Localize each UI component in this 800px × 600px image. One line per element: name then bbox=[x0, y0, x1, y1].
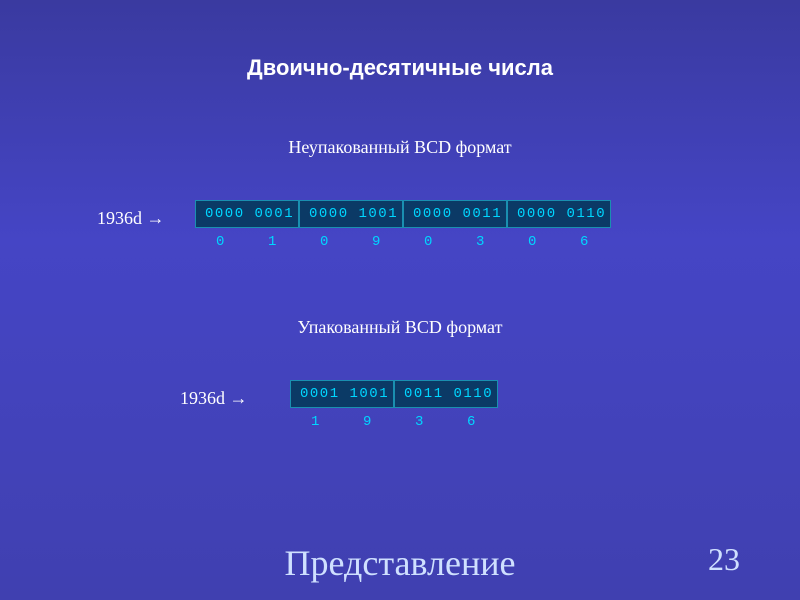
packed-bytes-row: 0001 1001 0011 0110 bbox=[290, 380, 498, 408]
unpacked-byte-cell: 0000 0011 bbox=[403, 200, 507, 228]
unpacked-label: 1936d → bbox=[97, 208, 165, 229]
unpacked-byte-cell: 0000 0110 bbox=[507, 200, 611, 228]
nibble-digit: 1 bbox=[290, 414, 342, 430]
unpacked-digit-pair: 0 9 bbox=[299, 234, 403, 250]
unpacked-digit-pair: 0 6 bbox=[507, 234, 611, 250]
nibble-digit: 0 bbox=[507, 234, 559, 250]
slide-title: Двоично-десятичные числа bbox=[0, 55, 800, 81]
slide: Двоично-десятичные числа Неупакованный B… bbox=[0, 0, 800, 600]
unpacked-bytes-row: 0000 0001 0000 1001 0000 0011 0000 0110 bbox=[195, 200, 611, 228]
nibble-digit: 0 bbox=[403, 234, 455, 250]
packed-label: 1936d → bbox=[180, 388, 248, 409]
packed-subtitle: Упакованный BCD формат bbox=[0, 317, 800, 338]
packed-byte-cell: 0011 0110 bbox=[394, 380, 498, 408]
unpacked-byte-cell: 0000 0001 bbox=[195, 200, 299, 228]
nibble-digit: 1 bbox=[247, 234, 299, 250]
footer-title: Представление bbox=[0, 542, 800, 584]
nibble-digit: 3 bbox=[455, 234, 507, 250]
unpacked-subtitle: Неупакованный BCD формат bbox=[0, 137, 800, 158]
nibble-digit: 3 bbox=[394, 414, 446, 430]
unpacked-byte-cell: 0000 1001 bbox=[299, 200, 403, 228]
nibble-digit: 6 bbox=[559, 234, 611, 250]
packed-digit-pair: 3 6 bbox=[394, 414, 498, 430]
nibble-digit: 0 bbox=[299, 234, 351, 250]
unpacked-digits-row: 0 1 0 9 0 3 0 6 bbox=[195, 234, 611, 250]
nibble-digit: 6 bbox=[446, 414, 498, 430]
page-number: 23 bbox=[708, 541, 740, 578]
nibble-digit: 9 bbox=[342, 414, 394, 430]
nibble-digit: 0 bbox=[195, 234, 247, 250]
unpacked-digit-pair: 0 3 bbox=[403, 234, 507, 250]
nibble-digit: 9 bbox=[351, 234, 403, 250]
unpacked-digit-pair: 0 1 bbox=[195, 234, 299, 250]
packed-byte-cell: 0001 1001 bbox=[290, 380, 394, 408]
packed-digits-row: 1 9 3 6 bbox=[290, 414, 498, 430]
packed-digit-pair: 1 9 bbox=[290, 414, 394, 430]
